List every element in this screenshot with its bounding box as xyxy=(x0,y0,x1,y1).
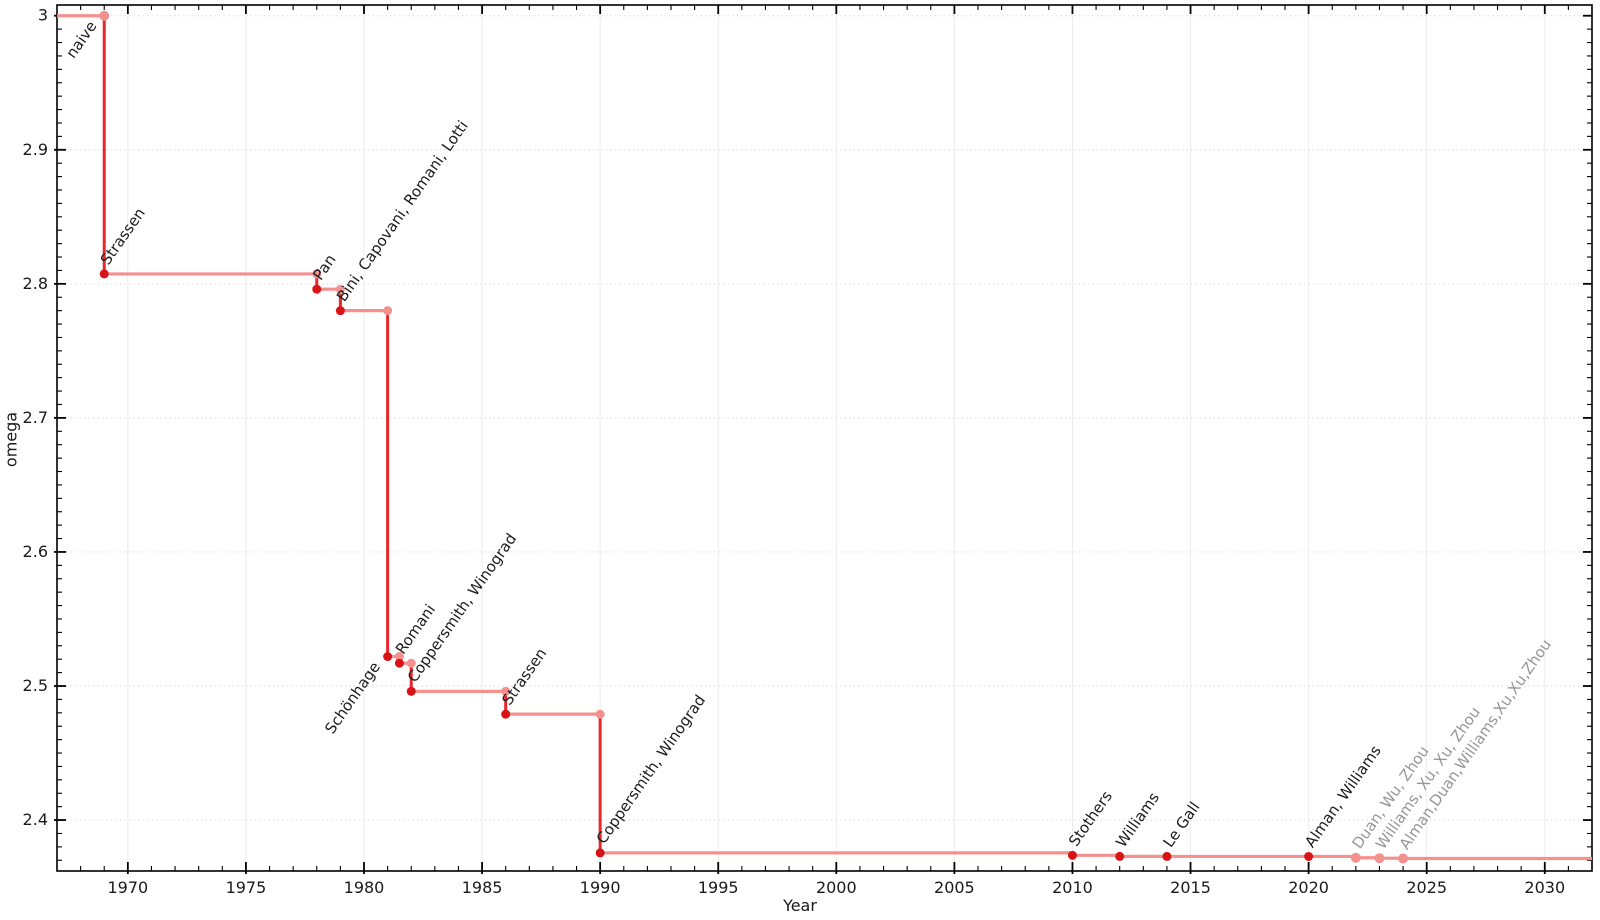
data-point-marker xyxy=(394,658,404,668)
data-point-marker xyxy=(383,652,393,662)
data-point-marker xyxy=(406,686,416,696)
x-tick-label: 1995 xyxy=(698,878,739,897)
data-point-marker xyxy=(1374,853,1385,864)
x-axis-label: Year xyxy=(783,896,817,915)
data-point-marker xyxy=(99,269,109,279)
data-point-marker xyxy=(1162,851,1172,861)
data-point-marker xyxy=(335,306,345,316)
data-point-label: Coppersmith, Winograd xyxy=(593,692,709,848)
x-tick-label: 2005 xyxy=(934,878,975,897)
corner-marker xyxy=(501,686,511,696)
x-tick-label: 1990 xyxy=(580,878,621,897)
corner-marker xyxy=(383,306,393,316)
data-point-marker xyxy=(1398,853,1409,864)
x-tick-label: 2000 xyxy=(816,878,857,897)
data-point-marker xyxy=(1350,852,1361,863)
y-tick-label: 2.4 xyxy=(23,810,48,829)
data-point-marker xyxy=(595,848,605,858)
x-tick-label: 2030 xyxy=(1524,878,1565,897)
data-point-label: naive xyxy=(62,18,100,62)
data-point-marker xyxy=(501,709,511,719)
data-point-label: Strassen xyxy=(498,645,550,709)
data-point-marker xyxy=(99,10,110,21)
corner-marker xyxy=(312,269,322,279)
x-tick-label: 1980 xyxy=(344,878,385,897)
y-tick-label: 2.5 xyxy=(23,676,48,695)
data-point-marker xyxy=(1304,851,1314,861)
y-axis-label: omega xyxy=(1,411,21,468)
data-point-marker xyxy=(1115,851,1125,861)
data-point-label: Pan xyxy=(309,251,339,284)
data-point-marker xyxy=(1067,850,1077,860)
data-point-label: Bini, Capovani, Romani, Lotti xyxy=(333,117,472,305)
x-tick-label: 2010 xyxy=(1052,878,1093,897)
data-point-label: Le Gall xyxy=(1159,798,1203,850)
y-tick-label: 3 xyxy=(38,6,48,25)
corner-marker xyxy=(394,652,404,662)
corner-marker xyxy=(595,709,605,719)
x-tick-label: 1985 xyxy=(462,878,503,897)
data-point-label: Williams, Xu, Xu, Zhou xyxy=(1372,703,1484,852)
corner-marker xyxy=(335,284,345,294)
data-point-marker xyxy=(312,284,322,294)
plot-border xyxy=(56,4,1593,872)
x-tick-label: 1975 xyxy=(226,878,267,897)
x-tick-label: 2020 xyxy=(1288,878,1329,897)
y-tick-label: 2.7 xyxy=(23,408,48,427)
x-tick-label: 1970 xyxy=(107,878,148,897)
corner-marker xyxy=(406,658,416,668)
y-tick-label: 2.6 xyxy=(23,542,48,561)
x-tick-label: 2025 xyxy=(1406,878,1447,897)
y-tick-label: 2.9 xyxy=(23,140,48,159)
data-point-label: Schönhage xyxy=(321,658,384,737)
y-tick-label: 2.8 xyxy=(23,274,48,293)
x-tick-label: 2015 xyxy=(1170,878,1211,897)
